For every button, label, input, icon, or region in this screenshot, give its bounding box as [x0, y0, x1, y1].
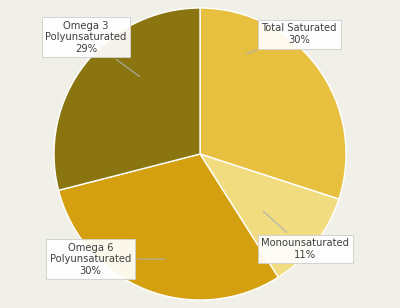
Text: Omega 6
Polyunsaturated
30%: Omega 6 Polyunsaturated 30% — [50, 242, 165, 276]
Wedge shape — [54, 8, 200, 190]
Wedge shape — [200, 154, 339, 277]
Wedge shape — [58, 154, 278, 300]
Text: Monounsaturated
11%: Monounsaturated 11% — [261, 211, 349, 260]
Wedge shape — [200, 8, 346, 199]
Text: Total Saturated
30%: Total Saturated 30% — [246, 23, 337, 54]
Text: Omega 3
Polyunsaturated
29%: Omega 3 Polyunsaturated 29% — [46, 21, 139, 76]
